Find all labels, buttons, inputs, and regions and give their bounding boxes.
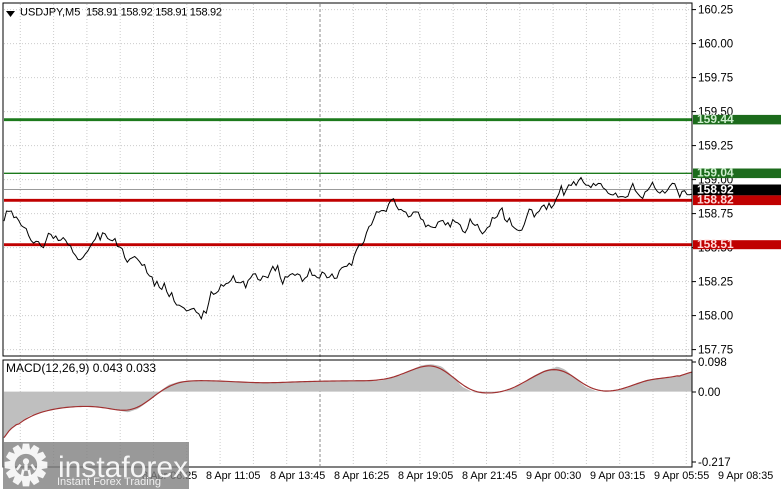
svg-text:8 Apr 19:05: 8 Apr 19:05 [398,470,453,482]
svg-text:0.00: 0.00 [698,387,720,399]
svg-text:9 Apr 03:15: 9 Apr 03:15 [590,470,645,482]
svg-text:9 Apr 08:35: 9 Apr 08:35 [718,470,773,482]
svg-text:160.00: 160.00 [698,39,733,51]
svg-text:159.44: 159.44 [697,112,734,126]
svg-text:9 Apr 05:55: 9 Apr 05:55 [654,470,709,482]
svg-text:159.75: 159.75 [698,73,733,85]
svg-text:159.25: 159.25 [698,141,733,153]
svg-text:158.51: 158.51 [697,237,734,251]
svg-text:158.91 158.92 158.91 158.92: 158.91 158.92 158.91 158.92 [86,7,222,19]
svg-text:Instant Forex Trading: Instant Forex Trading [57,476,161,488]
svg-text:158.25: 158.25 [698,277,733,289]
svg-text:158.82: 158.82 [697,193,734,207]
svg-text:157.75: 157.75 [698,345,733,357]
svg-text:0.098: 0.098 [698,357,727,369]
svg-text:-0.217: -0.217 [698,457,731,469]
svg-text:158.00: 158.00 [698,311,733,323]
svg-text:8 Apr 16:25: 8 Apr 16:25 [334,470,389,482]
svg-text:8 Apr 13:45: 8 Apr 13:45 [270,470,325,482]
svg-text:8 Apr 11:05: 8 Apr 11:05 [206,470,260,482]
svg-text:8 Apr 21:45: 8 Apr 21:45 [462,470,517,482]
svg-text:158.75: 158.75 [698,209,733,221]
svg-text:USDJPY,M5: USDJPY,M5 [20,7,80,19]
svg-text:MACD(12,26,9) 0.043 0.033: MACD(12,26,9) 0.043 0.033 [6,361,156,375]
svg-text:9 Apr 00:30: 9 Apr 00:30 [526,470,581,482]
svg-text:159.04: 159.04 [697,166,734,180]
svg-text:160.25: 160.25 [698,5,733,17]
